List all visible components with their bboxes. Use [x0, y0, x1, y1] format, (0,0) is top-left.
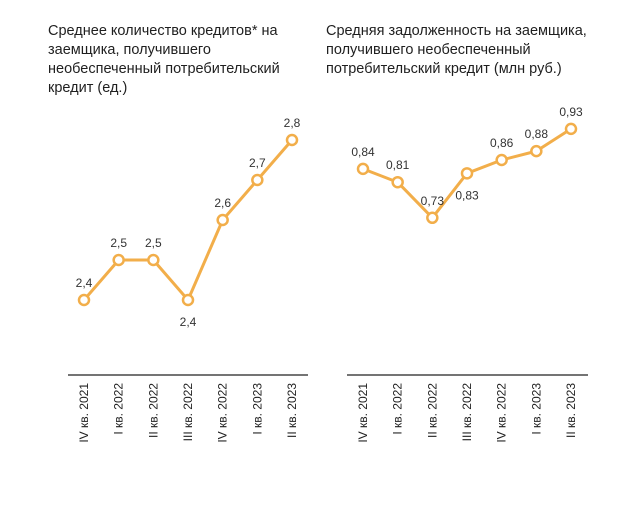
tick-label-left-3: III кв. 2022 [181, 383, 195, 442]
chart-title-left: Среднее количество кредитов* на заемщика… [48, 23, 280, 96]
data-point-right-4 [495, 153, 508, 167]
tick-label-left-0: IV кв. 2021 [77, 383, 91, 443]
data-point-left-1 [112, 253, 125, 267]
tick-label-right-1: I кв. 2022 [391, 383, 405, 435]
data-label-right-5: 0,88 [525, 127, 549, 141]
tick-label-right-4: IV кв. 2022 [495, 383, 509, 443]
data-label-left-1: 2,5 [110, 236, 127, 250]
data-point-left-5 [251, 173, 264, 187]
tick-label-left-1: I кв. 2022 [112, 383, 126, 435]
data-point-left-6 [285, 133, 299, 147]
data-label-right-0: 0,84 [351, 145, 375, 159]
tick-label-right-3: III кв. 2022 [460, 383, 474, 442]
data-label-left-2: 2,5 [145, 236, 162, 250]
data-point-left-3 [181, 293, 195, 307]
tick-label-left-4: IV кв. 2022 [216, 383, 230, 443]
data-label-right-6: 0,93 [559, 105, 583, 119]
data-label-left-6: 2,8 [284, 116, 301, 130]
tick-label-left-2: II кв. 2022 [146, 383, 160, 438]
tick-label-left-5: I кв. 2023 [250, 383, 264, 435]
tick-label-left-6: II кв. 2023 [285, 383, 299, 438]
data-label-left-3: 2,4 [180, 315, 197, 329]
data-point-right-6 [564, 122, 578, 136]
data-label-left-4: 2,6 [214, 196, 231, 210]
data-label-left-0: 2,4 [76, 276, 93, 290]
tick-label-right-6: II кв. 2023 [564, 383, 578, 438]
data-label-right-4: 0,86 [490, 136, 514, 150]
data-point-right-1 [391, 175, 404, 189]
data-point-right-5 [530, 144, 543, 158]
data-label-right-1: 0,81 [386, 158, 410, 172]
tick-label-right-2: II кв. 2022 [425, 383, 439, 438]
data-point-right-0 [356, 162, 370, 176]
chart-left: 2,4 IV кв. 2021 2,5 I кв. 2022 2,5 II кв. 202… [68, 116, 308, 443]
data-point-left-0 [77, 293, 91, 307]
tick-label-right-5: I кв. 2023 [529, 383, 543, 435]
tick-label-right-0: IV кв. 2021 [356, 383, 370, 443]
data-point-right-3 [460, 167, 474, 180]
data-label-right-3: 0,83 [455, 188, 479, 202]
data-label-left-5: 2,7 [249, 156, 266, 170]
chart-title-right: Средняя задолженность на заемщика, получ… [326, 23, 587, 77]
data-point-left-2 [147, 253, 160, 267]
data-label-right-2: 0,73 [421, 194, 445, 208]
data-point-right-2 [426, 211, 439, 225]
chart-right: 0,84 IV кв. 2021 0,81 I кв. 2022 0,73 II кв. … [347, 105, 588, 443]
data-point-left-4 [216, 213, 229, 227]
